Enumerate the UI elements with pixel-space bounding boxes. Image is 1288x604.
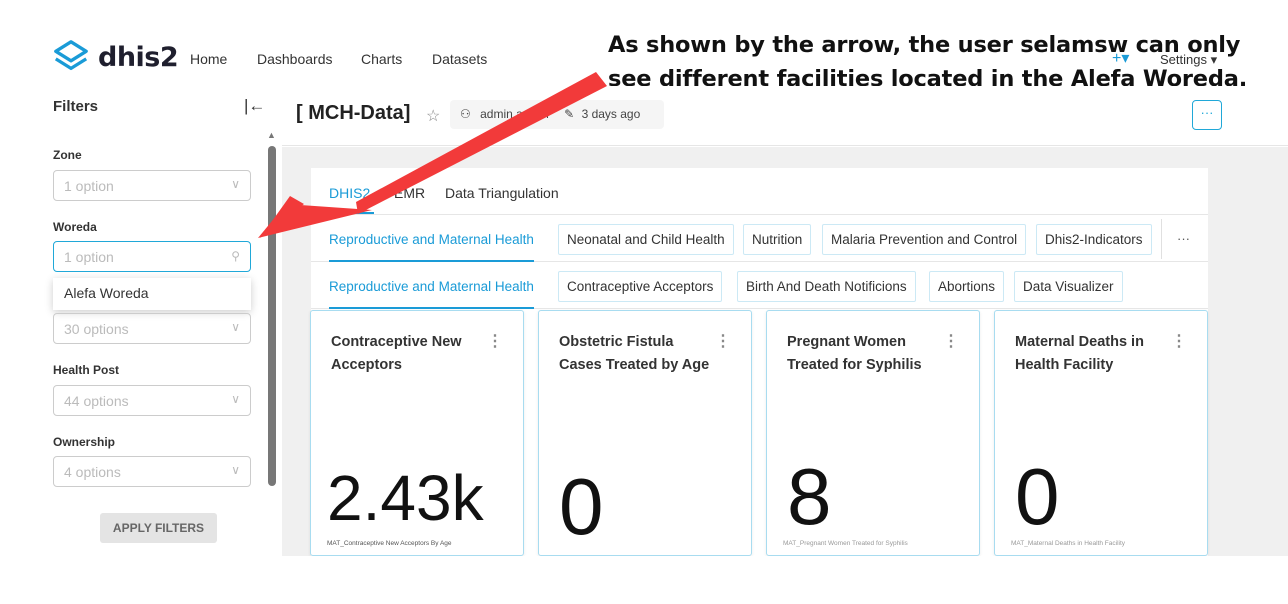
dashboard-title: [ MCH-Data]: [296, 102, 411, 124]
subtab-dhis2-indicators[interactable]: Dhis2-Indicators: [1036, 224, 1152, 255]
favorite-star-icon[interactable]: ☆: [426, 108, 441, 125]
card-title: Maternal Deaths in Health Facility: [1015, 334, 1144, 373]
card-value: 8: [787, 452, 832, 541]
nav-home[interactable]: Home: [190, 51, 228, 67]
dashboard-modified: 3 days ago: [581, 107, 641, 121]
dashboard-header: [ MCH-Data] ☆ ⚇ admin admin ✎ 3 days ago…: [282, 86, 1288, 146]
card-value: 0: [1015, 452, 1060, 541]
woreda-select-placeholder: 1 option: [64, 249, 114, 265]
settings-menu[interactable]: Settings ▾: [1160, 52, 1218, 67]
subsubtab-abortions[interactable]: Abortions: [929, 271, 1005, 302]
kpi-card: Pregnant Women Treated for Syphilis ⋮ 8 …: [766, 310, 980, 556]
card-menu-icon[interactable]: ⋮: [1171, 333, 1187, 350]
health-post-select[interactable]: 44 options ∨: [53, 385, 251, 416]
filters-title: Filters: [53, 98, 99, 115]
woreda-select[interactable]: 1 option ⚲: [53, 241, 251, 272]
subsubtab-reproductive-maternal[interactable]: Reproductive and Maternal Health: [329, 271, 534, 309]
main-tabs: DHIS2 EMR Data Triangulation: [311, 168, 1208, 215]
dhis2-logo-icon: [54, 40, 88, 71]
card-subtitle: MAT_Pregnant Women Treated for Syphilis: [783, 540, 908, 547]
bottom-margin: [0, 556, 1288, 604]
card-subtitle: MAT_Contraceptive New Acceptors By Age: [327, 540, 452, 547]
tabs-divider: [1161, 219, 1162, 259]
card-menu-icon[interactable]: ⋮: [487, 333, 503, 350]
chevron-down-icon: ∨: [231, 320, 240, 334]
filter-label-ownership: Ownership: [53, 435, 116, 449]
add-new-icon[interactable]: +▾: [1112, 50, 1130, 67]
nav-dashboards[interactable]: Dashboards: [257, 51, 333, 67]
ownership-select-placeholder: 4 options: [64, 464, 121, 480]
chevron-down-icon: ∨: [231, 392, 240, 406]
card-title: Pregnant Women Treated for Syphilis: [787, 334, 922, 373]
user-icon: ⚇: [460, 107, 471, 121]
subtab-reproductive-maternal[interactable]: Reproductive and Maternal Health: [329, 224, 534, 262]
facility-select-placeholder: 30 options: [64, 321, 129, 337]
card-title: Contraceptive New Acceptors: [331, 334, 462, 373]
kpi-card: Obstetric Fistula Cases Treated by Age ⋮…: [538, 310, 752, 556]
subtab-malaria[interactable]: Malaria Prevention and Control: [822, 224, 1027, 255]
more-tabs-icon[interactable]: ···: [1177, 231, 1190, 246]
card-value: 0: [559, 462, 604, 551]
apply-filters-button[interactable]: APPLY FILTERS: [100, 513, 217, 543]
filters-sidebar: Filters |← ▲ Zone 1 option ∨ Woreda 1 op…: [0, 86, 282, 556]
card-value: 2.43k: [327, 462, 484, 534]
kpi-card: Maternal Deaths in Health Facility ⋮ 0 M…: [994, 310, 1208, 556]
chevron-down-icon: ∨: [231, 463, 240, 477]
brand-name: dhis2: [98, 41, 179, 73]
nav-charts[interactable]: Charts: [361, 51, 403, 67]
active-tab-indicator: [329, 212, 374, 214]
top-navbar: dhis2 Home Dashboards Charts Datasets +▾…: [0, 0, 1288, 86]
tab-emr[interactable]: EMR: [394, 185, 426, 201]
subtab-neonatal-child[interactable]: Neonatal and Child Health: [558, 224, 734, 255]
more-options-button[interactable]: ···: [1192, 100, 1222, 130]
card-subtitle: MAT_Maternal Deaths in Health Facility: [1011, 540, 1126, 547]
collapse-sidebar-icon[interactable]: |←: [244, 96, 266, 115]
card-menu-icon[interactable]: ⋮: [943, 333, 959, 350]
dashboard-content: DHIS2 EMR Data Triangulation Reproductiv…: [282, 147, 1288, 556]
card-title: Obstetric Fistula Cases Treated by Age: [559, 334, 710, 373]
card-menu-icon[interactable]: ⋮: [715, 333, 731, 350]
ownership-select[interactable]: 4 options ∨: [53, 456, 251, 487]
sidebar-scrollbar[interactable]: [268, 146, 276, 486]
tab-dhis2[interactable]: DHIS2: [329, 185, 371, 201]
dhis2-logo[interactable]: dhis2: [52, 38, 179, 76]
filter-label-health-post: Health Post: [53, 363, 120, 377]
health-post-select-placeholder: 44 options: [64, 393, 129, 409]
subsubtab-data-visualizer[interactable]: Data Visualizer: [1014, 271, 1123, 302]
search-icon: ⚲: [231, 249, 240, 263]
scroll-up-icon[interactable]: ▲: [267, 130, 276, 140]
section-tabs: Reproductive and Maternal Health Neonata…: [311, 215, 1208, 262]
subsubtab-birth-death[interactable]: Birth And Death Notificions: [737, 271, 916, 302]
subtab-nutrition[interactable]: Nutrition: [743, 224, 812, 255]
woreda-dropdown-option[interactable]: Alefa Woreda: [53, 278, 251, 310]
nav-datasets[interactable]: Datasets: [432, 51, 488, 67]
kpi-card: Contraceptive New Acceptors ⋮ 2.43k MAT_…: [310, 310, 524, 556]
zone-select-placeholder: 1 option: [64, 178, 114, 194]
dashboard-owner: admin admin: [480, 107, 549, 121]
subsection-tabs: Reproductive and Maternal Health Contrac…: [311, 262, 1208, 309]
dashboard-meta: ⚇ admin admin ✎ 3 days ago: [450, 100, 664, 129]
subsubtab-contraceptive[interactable]: Contraceptive Acceptors: [558, 271, 723, 302]
filter-label-woreda: Woreda: [53, 220, 97, 234]
facility-select[interactable]: 30 options ∨: [53, 313, 251, 344]
filter-label-zone: Zone: [53, 148, 82, 162]
edit-icon: ✎: [564, 107, 575, 121]
zone-select[interactable]: 1 option ∨: [53, 170, 251, 201]
chevron-down-icon: ∨: [231, 177, 240, 191]
tab-data-triangulation[interactable]: Data Triangulation: [445, 185, 559, 201]
